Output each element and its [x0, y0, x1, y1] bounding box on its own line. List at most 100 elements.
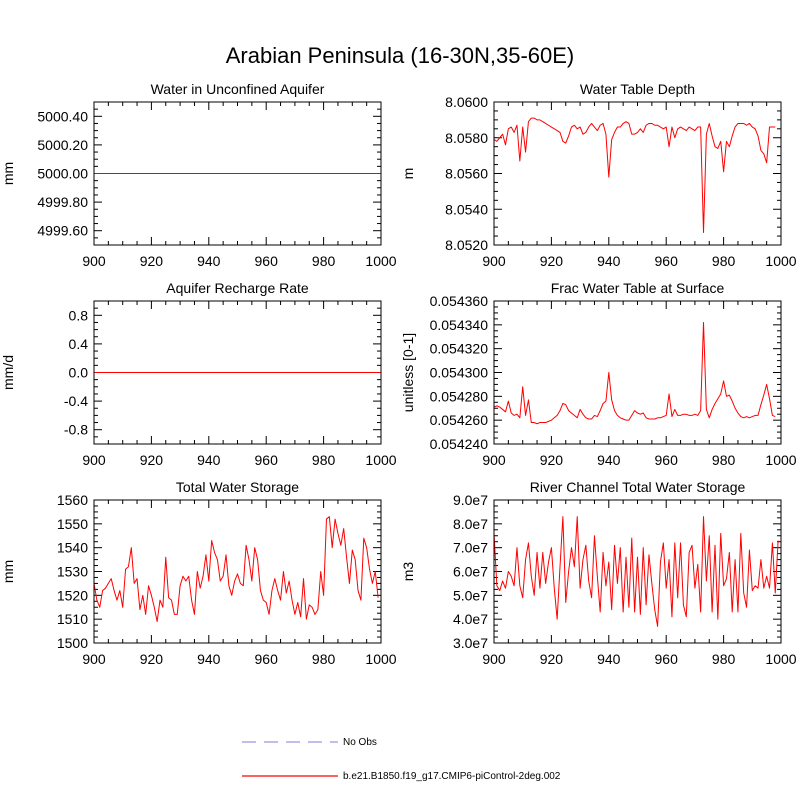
x-tick-label: 1000 — [365, 253, 396, 269]
x-tick-label: 940 — [197, 253, 221, 269]
y-tick-label: 5.0e7 — [453, 587, 488, 603]
panel-river-channel-storage: River Channel Total Water Storage 900 920 9… — [400, 479, 797, 667]
x-tick-label: 940 — [197, 651, 221, 667]
x-tick-label: 980 — [712, 253, 736, 269]
y-axis-label: mm/d — [0, 355, 16, 390]
plot-frame — [93, 101, 382, 246]
y-tick-label: 8.0e7 — [453, 516, 488, 532]
x-tick-label: 940 — [197, 452, 221, 468]
legend: No Obs b.e21.B1850.f19_g17.CMIP6-piContro… — [242, 737, 561, 782]
y-tick-label: 0.054300 — [430, 365, 489, 381]
y-axis-label: m — [400, 168, 416, 180]
x-tick-label: 980 — [312, 253, 336, 269]
x-tick-label: 900 — [482, 253, 506, 269]
y-tick-label: 0.054340 — [430, 317, 489, 333]
x-tick-label: 1000 — [765, 452, 796, 468]
x-tick-label: 960 — [255, 651, 279, 667]
x-tick-label: 960 — [655, 651, 679, 667]
y-tick-label: 8.0540 — [445, 201, 488, 217]
panel-title: Water in Unconfined Aquifer — [151, 81, 325, 97]
x-tick-label: 960 — [255, 452, 279, 468]
x-tick-label: 940 — [597, 253, 621, 269]
y-tick-label: -0.8 — [64, 422, 88, 438]
y-tick-label: 0.054280 — [430, 388, 489, 404]
series-line — [93, 516, 379, 623]
series-line — [493, 516, 779, 627]
y-tick-label: 7.0e7 — [453, 540, 488, 556]
y-tick-label: 4.0e7 — [453, 611, 488, 627]
chart-panels: Water in Unconfined Aquifer 900 920 940 960 9… — [0, 81, 797, 667]
y-tick-label: 6.0e7 — [453, 564, 488, 580]
y-axis-label: mm — [0, 560, 16, 583]
plot-frame — [493, 300, 782, 445]
x-tick-label: 1000 — [765, 253, 796, 269]
panel-frac-water-table-surface: Frac Water Table at Surface 900 920 940 960 9… — [400, 280, 797, 468]
x-tick-label: 1000 — [765, 651, 796, 667]
y-tick-label: 3.0e7 — [453, 635, 488, 651]
series-line — [493, 321, 776, 425]
y-tick-label: 4999.60 — [37, 223, 88, 239]
y-tick-label: -0.4 — [64, 393, 88, 409]
panel-water-table-depth: Water Table Depth 900 920 940 960 980 1000 8.05… — [400, 81, 797, 269]
x-tick-label: 920 — [140, 452, 164, 468]
legend-label: b.e21.B1850.f19_g17.CMIP6-piControl-2deg… — [343, 771, 561, 782]
panel-title: Total Water Storage — [176, 479, 299, 495]
y-tick-label: 1540 — [57, 540, 88, 556]
x-tick-label: 940 — [597, 452, 621, 468]
y-tick-label: 1500 — [57, 635, 88, 651]
figure-title: Arabian Peninsula (16-30N,35-60E) — [226, 43, 575, 68]
x-tick-label: 900 — [82, 452, 106, 468]
x-tick-label: 980 — [312, 651, 336, 667]
x-tick-label: 960 — [255, 253, 279, 269]
y-tick-label: 1530 — [57, 564, 88, 580]
y-tick-label: 4999.80 — [37, 194, 88, 210]
x-tick-label: 920 — [540, 253, 564, 269]
x-tick-label: 1000 — [365, 651, 396, 667]
panel-title: Frac Water Table at Surface — [551, 280, 725, 296]
x-tick-label: 960 — [655, 253, 679, 269]
y-tick-label: 0.054320 — [430, 341, 489, 357]
x-tick-label: 900 — [482, 651, 506, 667]
x-tick-label: 940 — [597, 651, 621, 667]
x-tick-label: 980 — [712, 452, 736, 468]
x-tick-label: 920 — [140, 651, 164, 667]
y-tick-label: 5000.20 — [37, 137, 88, 153]
x-tick-label: 960 — [655, 452, 679, 468]
panel-aquifer-recharge-rate: Aquifer Recharge Rate 900 920 940 960 980 1000… — [0, 280, 397, 468]
y-axis-label: mm — [0, 162, 16, 185]
y-tick-label: 1520 — [57, 587, 88, 603]
plot-frame — [93, 300, 382, 445]
x-tick-label: 900 — [82, 651, 106, 667]
panel-total-water-storage: Total Water Storage 900 920 940 960 980 1000 15… — [0, 479, 397, 667]
y-tick-label: 8.0580 — [445, 130, 488, 146]
y-tick-label: 0.8 — [69, 307, 89, 323]
panel-title: Aquifer Recharge Rate — [166, 280, 309, 296]
y-tick-label: 1560 — [57, 492, 88, 508]
x-tick-label: 1000 — [365, 452, 396, 468]
series-line — [493, 117, 776, 233]
x-tick-label: 980 — [712, 651, 736, 667]
y-tick-label: 8.0600 — [445, 94, 488, 110]
y-tick-label: 8.0520 — [445, 237, 488, 253]
x-tick-label: 920 — [140, 253, 164, 269]
legend-label: No Obs — [343, 737, 377, 748]
legend-entry: No Obs — [242, 737, 377, 748]
x-tick-label: 900 — [82, 253, 106, 269]
y-tick-label: 1510 — [57, 611, 88, 627]
y-tick-label: 0.054260 — [430, 412, 489, 428]
y-tick-label: 1550 — [57, 516, 88, 532]
panel-water-unconfined-aquifer: Water in Unconfined Aquifer 900 920 940 960 9… — [0, 81, 397, 269]
y-tick-label: 8.0560 — [445, 166, 488, 182]
x-tick-label: 920 — [540, 651, 564, 667]
y-tick-label: 0.4 — [69, 336, 89, 352]
plot-frame — [493, 101, 782, 246]
panel-title: River Channel Total Water Storage — [530, 479, 746, 495]
y-axis-label: unitless [0-1] — [400, 333, 416, 412]
y-tick-label: 0.054360 — [430, 293, 489, 309]
y-tick-label: 0.0 — [69, 365, 89, 381]
plot-frame — [493, 499, 782, 644]
x-tick-label: 980 — [312, 452, 336, 468]
x-tick-label: 900 — [482, 452, 506, 468]
panel-title: Water Table Depth — [580, 81, 695, 97]
